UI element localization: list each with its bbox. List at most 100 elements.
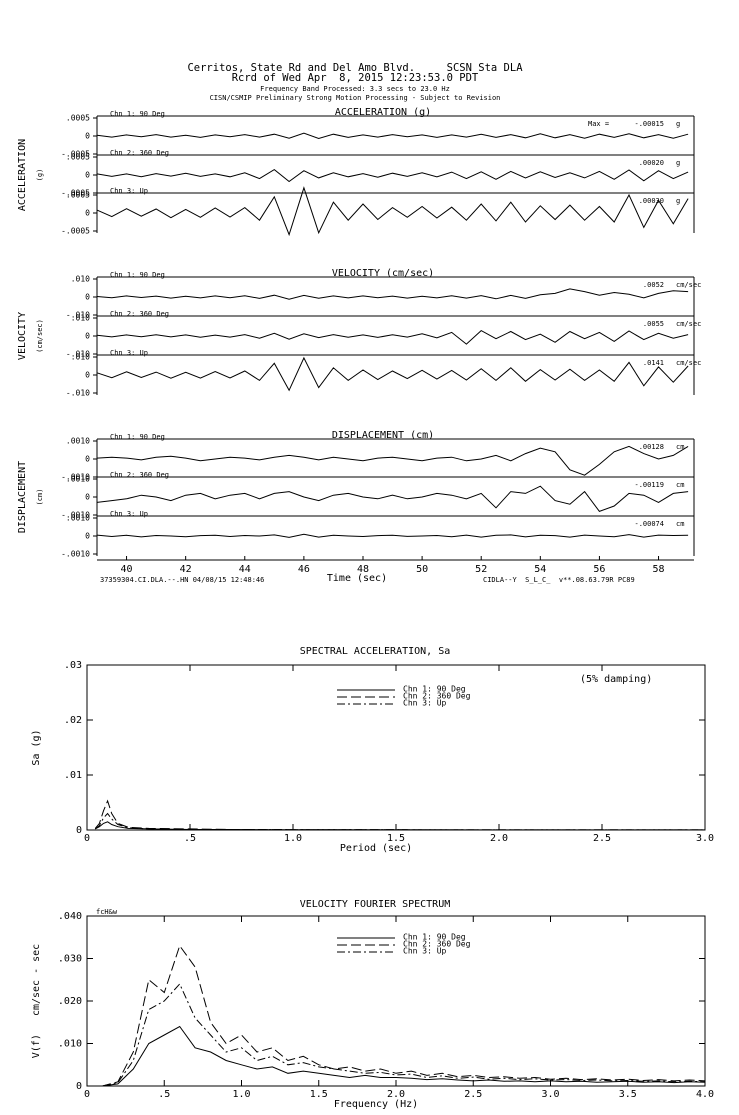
x-tick-label: 2.5 xyxy=(593,833,611,844)
x-tick-label: 1.0 xyxy=(232,1089,250,1100)
y-tick-label: -.010 xyxy=(66,311,90,320)
x-tick-label: 2.5 xyxy=(464,1089,482,1100)
chart-title: DISPLACEMENT (cm) xyxy=(332,430,434,441)
x-tick-label: 54 xyxy=(534,564,546,575)
y-tick-label: 0 xyxy=(85,532,90,541)
y-tick-label: 0 xyxy=(85,455,90,464)
x-axis-label: Time (sec) xyxy=(327,573,387,584)
legend-label: Chn 1: 90 Deg xyxy=(403,933,466,942)
x-tick-label: .5 xyxy=(158,1089,170,1100)
y-tick-label: .0010 xyxy=(66,475,90,484)
spectrum-line xyxy=(87,1025,706,1087)
chart-title: ACCELERATION (g) xyxy=(335,107,431,118)
peak-unit: cm/sec xyxy=(676,281,701,289)
peak-unit: cm xyxy=(676,520,684,528)
y-tick-label: .0005 xyxy=(66,153,90,162)
y-tick-label: -.010 xyxy=(66,350,90,359)
y-tick-label: 0 xyxy=(85,171,90,180)
channel-label: Chn 3: Up xyxy=(110,349,148,357)
annotation: CIDLA--Y S_L_C_ v**.08.63.79R PC89 xyxy=(483,576,635,584)
trace xyxy=(96,533,689,538)
y-tick-label: -.0010 xyxy=(61,550,90,559)
y-axis-unit: (g) xyxy=(36,169,44,182)
y-tick-label: .01 xyxy=(64,770,82,781)
legend-label: Chn 2: 360 Deg xyxy=(403,940,471,949)
peak-unit: cm xyxy=(676,481,684,489)
annotation: 37359304.CI.DLA.--.HN 04/08/15 12:48:46 xyxy=(100,576,264,584)
y-tick-label: .0010 xyxy=(66,514,90,523)
channel-label: Chn 2: 360 Deg xyxy=(110,310,169,318)
trace xyxy=(96,168,689,183)
channel-label: Chn 3: Up xyxy=(110,187,148,195)
x-tick-label: 46 xyxy=(298,564,310,575)
y-tick-label: .03 xyxy=(64,660,82,671)
spectrum-line xyxy=(87,983,706,1087)
channel-label: Chn 2: 360 Deg xyxy=(110,471,169,479)
x-axis-label: Frequency (Hz) xyxy=(334,1099,418,1110)
x-tick-label: 44 xyxy=(239,564,251,575)
x-tick-label: 58 xyxy=(653,564,665,575)
peak-label: -.00119 xyxy=(634,481,664,489)
peak-label: .0055 xyxy=(643,320,664,328)
channel-label: Chn 2: 360 Deg xyxy=(110,149,169,157)
peak-unit: g xyxy=(676,197,680,205)
chart-title: SPECTRAL ACCELERATION, Sa xyxy=(300,646,451,657)
annotation: (5% damping) xyxy=(580,674,652,685)
x-tick-label: 3.5 xyxy=(619,1089,637,1100)
x-tick-label: 1.0 xyxy=(284,833,302,844)
y-axis-unit: (cm/sec) xyxy=(36,319,44,353)
y-tick-label: -.0005 xyxy=(61,227,90,236)
legend-label: Chn 1: 90 Deg xyxy=(403,685,466,694)
legend-label: Chn 2: 360 Deg xyxy=(403,692,471,701)
trace xyxy=(96,186,689,237)
x-tick-label: 1.5 xyxy=(387,833,405,844)
peak-label: .00030 xyxy=(639,197,664,205)
channel-label: Chn 1: 90 Deg xyxy=(110,433,165,441)
x-tick-label: 48 xyxy=(357,564,369,575)
legend-label: Chn 3: Up xyxy=(403,947,447,956)
peak-label: .0141 xyxy=(643,359,664,367)
x-tick-label: 56 xyxy=(593,564,605,575)
trace xyxy=(96,485,689,512)
x-tick-label: 2.0 xyxy=(490,833,508,844)
x-tick-label: 0 xyxy=(84,1089,90,1100)
x-tick-label: 52 xyxy=(475,564,487,575)
spectrum-line xyxy=(94,812,705,831)
y-tick-label: 0 xyxy=(85,293,90,302)
peak-prefix: Max = xyxy=(588,120,609,128)
y-tick-label: -.0005 xyxy=(61,189,90,198)
spectrum-line xyxy=(94,799,705,831)
chart-title: VELOCITY FOURIER SPECTRUM xyxy=(300,899,451,910)
y-tick-label: 0 xyxy=(76,1081,82,1092)
y-axis-label: VELOCITY xyxy=(17,312,28,360)
channel-label: Chn 1: 90 Deg xyxy=(110,110,165,118)
x-tick-label: 4.0 xyxy=(696,1089,714,1100)
y-axis-label: DISPLACEMENT xyxy=(17,461,28,533)
y-tick-label: 0 xyxy=(85,371,90,380)
trace xyxy=(96,445,689,476)
y-tick-label: .010 xyxy=(58,1039,82,1050)
peak-unit: cm xyxy=(676,443,684,451)
annotation: fcH&w xyxy=(96,908,118,916)
y-tick-label: .030 xyxy=(58,954,82,965)
peak-label: .00128 xyxy=(639,443,664,451)
y-tick-label: 0 xyxy=(85,132,90,141)
legend-label: Chn 3: Up xyxy=(403,699,447,708)
peak-unit: g xyxy=(676,120,680,128)
peak-label: -.00074 xyxy=(634,520,664,528)
x-tick-label: 1.5 xyxy=(310,1089,328,1100)
y-axis-label: V(f) cm/sec - sec xyxy=(31,944,42,1058)
peak-label: .00020 xyxy=(639,159,664,167)
y-tick-label: -.010 xyxy=(66,389,90,398)
plot-frame xyxy=(86,664,706,831)
y-tick-label: .0005 xyxy=(66,114,90,123)
peak-label: .0052 xyxy=(643,281,664,289)
y-tick-label: -.0010 xyxy=(61,511,90,520)
peak-unit: g xyxy=(676,159,680,167)
y-axis-unit: (cm) xyxy=(36,489,44,506)
x-tick-label: 3.0 xyxy=(696,833,714,844)
y-tick-label: -.0010 xyxy=(61,473,90,482)
y-tick-label: .040 xyxy=(58,911,82,922)
